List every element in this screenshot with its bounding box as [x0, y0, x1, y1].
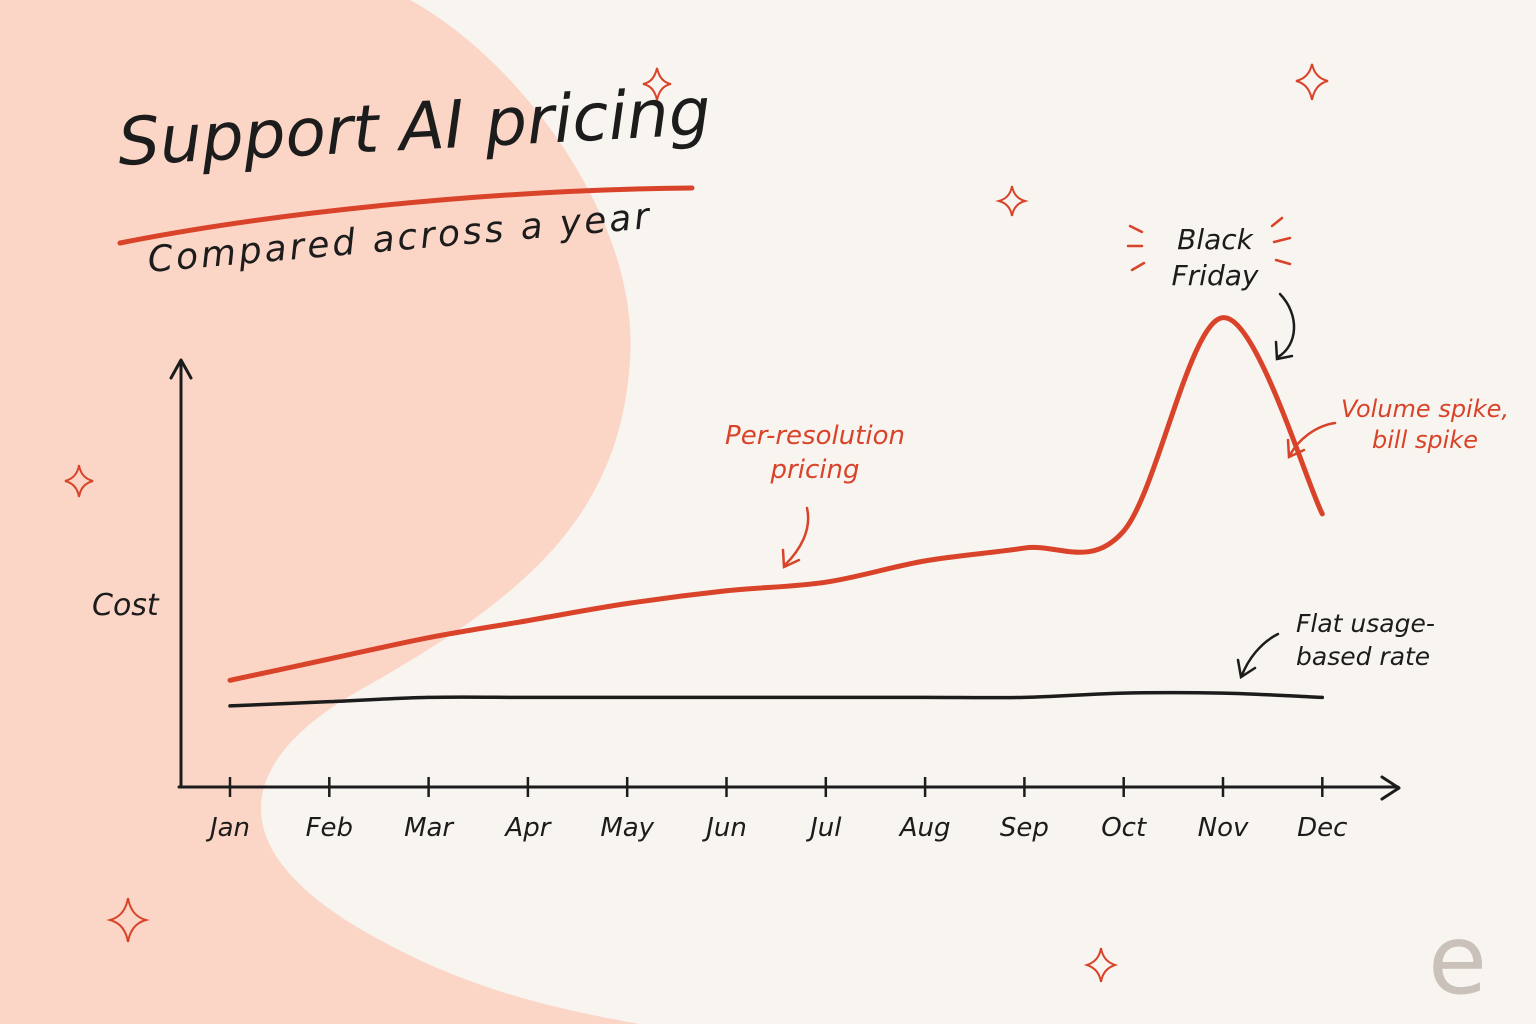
- x-tick-label: Jul: [805, 813, 842, 843]
- watermark: e: [1428, 904, 1488, 1016]
- x-tick-label: Sep: [1000, 813, 1049, 843]
- axes: [169, 358, 1401, 801]
- x-tick-label: Apr: [503, 813, 552, 843]
- annotation-arrows: [781, 292, 1337, 680]
- x-tick-label: Oct: [1101, 813, 1147, 843]
- background-blob: [0, 0, 640, 1024]
- x-tick-label: Aug: [898, 813, 951, 843]
- x-tick-label: Nov: [1198, 813, 1249, 843]
- x-tick-label: Feb: [306, 813, 353, 843]
- x-tick-label: May: [600, 813, 654, 843]
- y-axis-label: Cost: [92, 588, 159, 623]
- x-tick-label: Mar: [404, 813, 455, 843]
- sparkles: [64, 63, 1329, 983]
- series-line: [228, 690, 1325, 708]
- burst: [1126, 216, 1292, 272]
- x-tick-label: Jun: [701, 813, 747, 843]
- annotation: Black Friday: [1171, 223, 1259, 293]
- series-line: [227, 315, 1325, 683]
- series-label: Per-resolution pricing: [725, 421, 905, 485]
- x-tick-label: Dec: [1297, 813, 1347, 843]
- series-label: Flat usage-based rate: [1296, 609, 1435, 671]
- title-underline: [117, 185, 695, 246]
- x-tick-label: Jan: [205, 813, 250, 843]
- annotation: Volume spike, bill spike: [1340, 395, 1510, 455]
